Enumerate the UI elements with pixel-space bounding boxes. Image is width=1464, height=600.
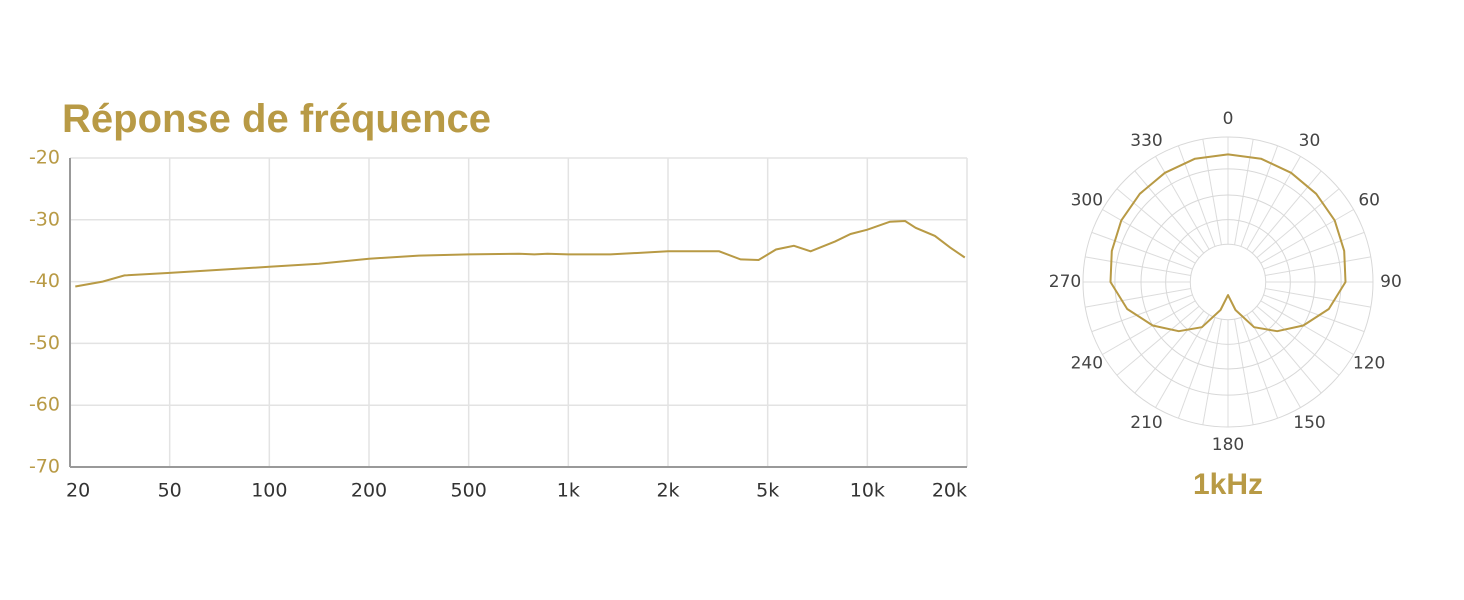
x-tick-label: 20k xyxy=(932,480,967,502)
y-tick-label: -40 xyxy=(29,270,60,292)
polar-title: 1kHz xyxy=(1193,468,1263,501)
x-tick-label: 50 xyxy=(158,480,182,502)
x-tick-label: 200 xyxy=(351,480,387,502)
spoke xyxy=(1256,188,1340,259)
spoke xyxy=(1155,314,1210,408)
spoke xyxy=(1202,319,1222,425)
chart-title: Réponse de fréquence xyxy=(62,97,491,141)
spoke xyxy=(1240,317,1279,419)
x-tick-label: 100 xyxy=(251,480,287,502)
angle-label: 210 xyxy=(1130,413,1162,433)
polar-pattern xyxy=(1109,153,1347,333)
spoke xyxy=(1177,145,1216,247)
angle-label: 180 xyxy=(1212,435,1244,455)
spoke xyxy=(1116,188,1200,259)
angle-label: 0 xyxy=(1223,109,1234,129)
spoke xyxy=(1263,294,1365,333)
y-tick-label: -30 xyxy=(29,208,60,230)
ring xyxy=(1140,194,1316,370)
y-tick-label: -70 xyxy=(29,456,60,478)
angle-label: 270 xyxy=(1049,272,1081,292)
spoke xyxy=(1234,319,1254,425)
spoke xyxy=(1134,170,1205,254)
spoke xyxy=(1251,310,1322,394)
response-line xyxy=(75,219,966,288)
x-tick-label: 1k xyxy=(557,480,580,502)
x-tick-label: 500 xyxy=(451,480,487,502)
spoke xyxy=(1155,156,1210,250)
spoke xyxy=(1240,145,1279,247)
spoke xyxy=(1102,209,1196,264)
angle-label: 60 xyxy=(1358,191,1380,211)
angle-label: 90 xyxy=(1380,272,1402,292)
spoke xyxy=(1091,294,1193,333)
ring xyxy=(1165,219,1291,345)
x-tick-label: 5k xyxy=(756,480,779,502)
spoke xyxy=(1263,231,1365,270)
angle-label: 30 xyxy=(1299,131,1321,151)
angle-label: 150 xyxy=(1293,413,1325,433)
y-tick-label: -20 xyxy=(29,147,60,169)
spoke xyxy=(1177,317,1216,419)
x-tick-label: 2k xyxy=(656,480,679,502)
angle-label: 120 xyxy=(1353,354,1385,374)
spoke xyxy=(1256,305,1340,376)
angle-label: 300 xyxy=(1071,191,1103,211)
spoke xyxy=(1085,256,1191,276)
angle-label: 330 xyxy=(1130,131,1162,151)
ring xyxy=(1114,168,1342,396)
y-tick-label: -60 xyxy=(29,394,60,416)
ring xyxy=(1189,243,1267,321)
spoke xyxy=(1265,256,1371,276)
y-tick-label: -50 xyxy=(29,332,60,354)
spoke xyxy=(1102,300,1196,355)
x-tick-label: 10k xyxy=(850,480,885,502)
spoke xyxy=(1085,288,1191,308)
spoke xyxy=(1260,209,1354,264)
spoke xyxy=(1246,314,1301,408)
spoke xyxy=(1134,310,1205,394)
angle-label: 240 xyxy=(1071,354,1103,374)
x-tick-label: 20 xyxy=(66,480,90,502)
spoke xyxy=(1251,170,1322,254)
spoke xyxy=(1265,288,1371,308)
ring xyxy=(1082,136,1374,428)
spoke xyxy=(1116,305,1200,376)
spoke xyxy=(1260,300,1354,355)
spoke xyxy=(1091,231,1193,270)
spoke xyxy=(1246,156,1301,250)
